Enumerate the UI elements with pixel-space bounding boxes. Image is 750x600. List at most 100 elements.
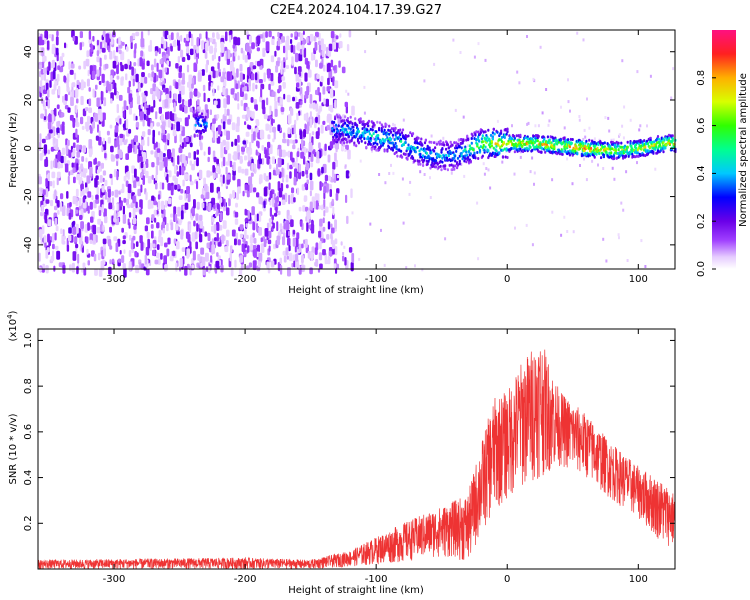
spectrogram-noise-cell [162, 134, 167, 143]
spectrogram-noise-cell [364, 50, 367, 54]
spectrogram-noise-cell [141, 131, 146, 138]
spectrogram-noise-cell [109, 124, 113, 129]
spectrogram-ridge-cell [388, 132, 391, 136]
spectrogram-noise-cell [296, 187, 300, 195]
spectrogram-ridge-cell [470, 141, 473, 145]
spectrogram-noise-cell [567, 78, 569, 82]
spectrogram-ridge-cell [345, 128, 348, 132]
spectrogram-noise-cell [232, 190, 235, 199]
spectrogram-ridge-cell [333, 120, 336, 124]
spectrogram-noise-cell [166, 248, 170, 257]
spectrogram-ridge-cell [357, 130, 360, 133]
spectrogram-noise-cell [214, 237, 217, 242]
spectrogram-noise-cell [190, 36, 194, 47]
spectrogram-noise-cell [126, 198, 129, 206]
spectrogram-noise-cell [127, 204, 131, 209]
spectrogram-noise-cell [78, 228, 81, 238]
spectrogram-noise-cell [61, 124, 65, 135]
spectrogram-noise-cell [218, 56, 221, 62]
spectrogram-noise-cell [122, 240, 126, 245]
spectrogram-noise-cell [43, 89, 47, 95]
spectrogram-noise-cell [128, 212, 132, 218]
spectrogram-noise-cell [68, 149, 72, 158]
spectrogram-noise-cell [317, 168, 321, 177]
spectrogram-ridge-cell [376, 142, 379, 146]
spectrogram-ridge-cell [535, 144, 538, 148]
spectrogram-noise-cell [170, 222, 174, 231]
colorbar-label: Normalized spectral amplitude [738, 73, 749, 227]
spectrogram-noise-cell [548, 119, 551, 123]
spectrogram-noise-cell [43, 116, 47, 121]
spectrogram-noise-cell [236, 116, 240, 127]
spectrogram-noise-cell [279, 257, 282, 264]
spectrogram-noise-cell [308, 224, 311, 229]
spectrogram-ridge-cell [546, 135, 549, 139]
spectrogram-noise-cell [255, 72, 258, 81]
spectrogram-noise-cell [315, 31, 319, 38]
spectrogram-ridge-cell [617, 148, 620, 152]
spectrogram-noise-cell [156, 122, 160, 127]
spectrogram-noise-cell [168, 60, 171, 67]
spectrogram-noise-cell [285, 151, 288, 157]
spectrogram-ridge-cell [201, 115, 204, 119]
spectrogram-noise-cell [293, 176, 297, 186]
spectrogram-noise-cell [137, 58, 140, 67]
spectrogram-noise-cell [300, 151, 305, 159]
spectrogram-noise-cell [63, 76, 67, 83]
spectrogram-ridge-cell [427, 159, 430, 163]
spectrogram-noise-cell [241, 114, 246, 119]
spectrogram-noise-cell [88, 38, 92, 44]
spectrogram-noise-cell [122, 235, 126, 240]
spectrogram-noise-cell [191, 163, 195, 171]
spectrogram-ridge-cell [507, 141, 510, 145]
spectrogram-noise-cell [163, 255, 167, 265]
spectrogram-ridge-cell [531, 148, 534, 152]
spectrogram-noise-cell [584, 135, 587, 139]
spectrogram-noise-cell [159, 59, 163, 65]
spectrogram-noise-cell [268, 30, 272, 38]
spectrogram-noise-cell [88, 30, 92, 40]
spectrogram-noise-cell [489, 186, 492, 190]
spectrogram-noise-cell [207, 233, 211, 242]
spectrogram-noise-cell [252, 260, 257, 271]
spectrogram-noise-cell [257, 141, 260, 149]
spectrogram-ridge-cell [460, 146, 463, 150]
spectrogram-noise-cell [146, 110, 150, 116]
spectrogram-ridge-cell [382, 131, 385, 134]
spectrogram-noise-cell [142, 175, 145, 185]
spectrogram-noise-cell [102, 112, 106, 121]
spectrogram-noise-cell [213, 100, 218, 106]
spectrogram-noise-cell [571, 182, 574, 186]
spectrogram-noise-cell [169, 256, 174, 262]
spectrogram-ridge-cell [454, 164, 457, 168]
spectrogram-noise-cell [283, 45, 286, 54]
spectrogram-noise-cell [271, 91, 276, 97]
spectrogram-ridge-cell [360, 139, 363, 143]
spectrogram-ridge-cell [460, 151, 463, 155]
spectrogram-ridge-cell [656, 137, 659, 141]
spectrogram-ridge-cell [413, 159, 416, 163]
spectrogram-noise-cell [201, 256, 206, 267]
spectrogram-ridge-cell [397, 129, 400, 132]
spectrogram-ridge-cell [643, 139, 646, 143]
spectrogram-ridge-cell [386, 132, 389, 136]
spectrogram-noise-cell [208, 171, 213, 176]
spectrogram-noise-cell [116, 46, 119, 53]
spectrogram-ridge-cell [417, 162, 420, 166]
spectrogram-ridge-cell [642, 153, 645, 157]
spectrogram-noise-cell [207, 156, 210, 163]
spectrogram-ridge-cell [372, 132, 375, 136]
spectrogram-noise-cell [617, 233, 620, 237]
spectrogram-ridge-cell [500, 129, 503, 133]
spectrogram-ridge-cell [371, 125, 374, 129]
spectrogram-noise-cell [463, 174, 466, 178]
spectrogram-ridge-cell [440, 168, 443, 172]
spectrogram-ridge-cell [342, 127, 345, 131]
spectrogram-noise-cell [140, 172, 144, 179]
spectrogram-noise-cell [80, 221, 84, 229]
spectrogram-ridge-cell [429, 166, 432, 170]
spectrogram-ridge-cell [655, 145, 658, 149]
spectrogram-noise-cell [602, 167, 605, 170]
spectrogram-ridge-cell [513, 136, 516, 140]
spectrogram-noise-cell [301, 243, 304, 249]
